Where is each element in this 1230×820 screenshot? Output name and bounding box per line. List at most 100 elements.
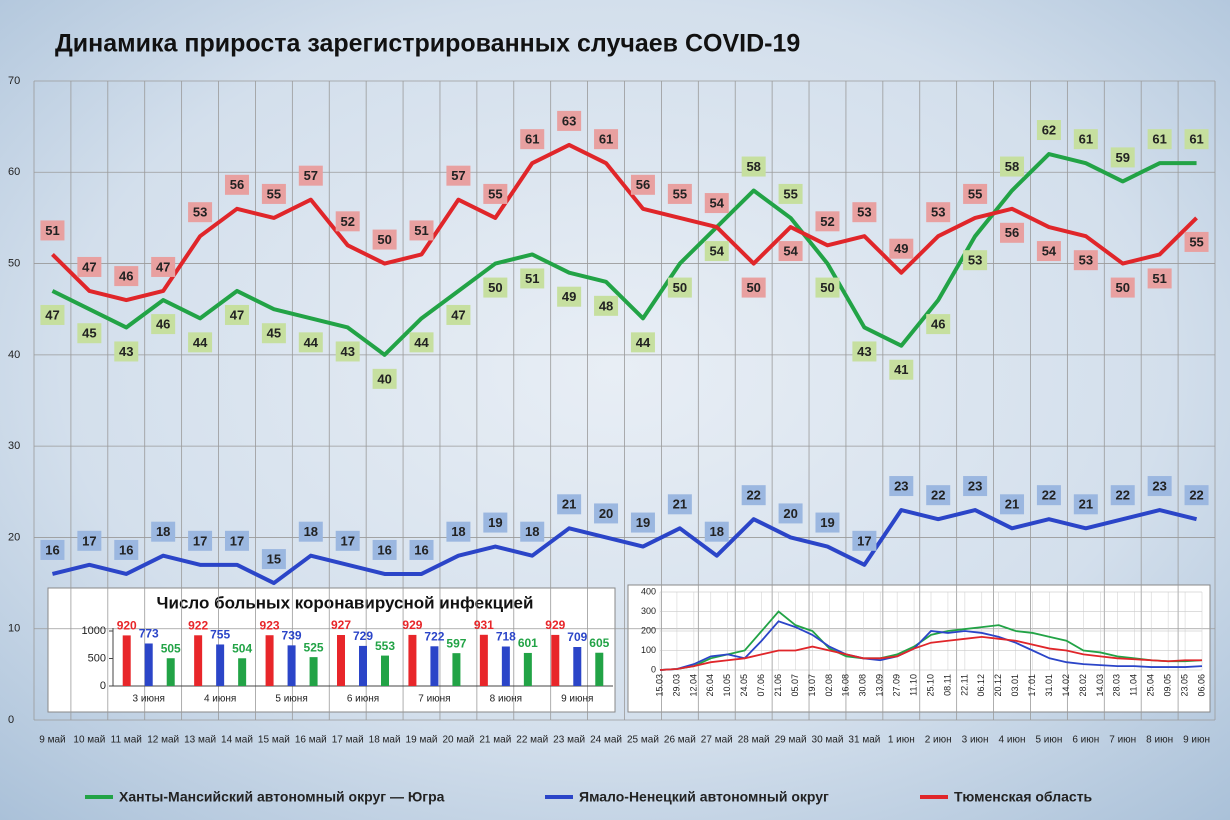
- data-label-box: [114, 341, 139, 362]
- data-label: 16: [377, 542, 391, 557]
- data-label-box: [298, 165, 323, 186]
- y-tick-label: 400: [641, 586, 656, 596]
- x-tick-label: 31.01: [1044, 674, 1054, 697]
- data-label: 45: [267, 326, 281, 341]
- data-label: 22: [1189, 488, 1203, 503]
- data-label: 739: [282, 629, 302, 643]
- data-label-box: [852, 341, 877, 362]
- data-label-box: [151, 314, 176, 335]
- data-label-box: [409, 220, 434, 241]
- data-label: 50: [746, 280, 760, 295]
- data-label-box: [1184, 485, 1209, 506]
- data-label: 47: [45, 307, 59, 322]
- data-label: 50: [673, 280, 687, 295]
- data-label: 46: [156, 317, 170, 332]
- data-label: 43: [119, 344, 133, 359]
- data-label: 46: [931, 317, 945, 332]
- data-label: 17: [230, 533, 244, 548]
- data-label-box: [778, 241, 803, 262]
- data-label-box: [594, 503, 619, 524]
- data-label-box: [1036, 241, 1061, 262]
- inset-title: Число больных коронавирусной инфекцией: [157, 593, 534, 612]
- data-label-box: [704, 241, 729, 262]
- bar: [479, 634, 488, 686]
- data-label: 23: [894, 478, 908, 493]
- data-label: 52: [820, 214, 834, 229]
- data-label-box: [557, 494, 582, 515]
- x-tick-label: 8 июня: [490, 694, 522, 705]
- data-label: 22: [746, 488, 760, 503]
- x-tick-label: 02.08: [824, 674, 834, 697]
- data-label-box: [446, 165, 471, 186]
- data-label: 18: [156, 524, 170, 539]
- x-tick-label: 06.06: [1196, 674, 1206, 697]
- x-tick-label: 11.10: [908, 674, 918, 696]
- x-tick-label: 14.03: [1095, 674, 1105, 697]
- bar: [122, 635, 131, 686]
- data-label: 53: [931, 205, 945, 220]
- x-tick-label: 6 июн: [1072, 735, 1099, 746]
- data-label: 40: [377, 371, 391, 386]
- data-label-box: [335, 341, 360, 362]
- data-label: 53: [857, 205, 871, 220]
- legend-label: Тюменская область: [954, 789, 1093, 805]
- x-tick-label: 20 май: [442, 735, 474, 746]
- data-label-box: [741, 485, 766, 506]
- y-tick-label: 30: [8, 440, 20, 452]
- data-label: 773: [139, 627, 159, 641]
- data-label-box: [40, 304, 65, 325]
- data-label-box: [261, 549, 286, 570]
- x-tick-label: 22.11: [959, 674, 969, 696]
- data-label: 722: [424, 629, 444, 643]
- data-label-box: [446, 521, 471, 542]
- bar: [430, 646, 439, 686]
- data-label: 51: [45, 223, 59, 238]
- data-label: 58: [746, 159, 760, 174]
- series-line: [51, 152, 1197, 357]
- x-tick-label: 24 май: [590, 735, 622, 746]
- data-label-box: [40, 539, 65, 560]
- data-label: 920: [117, 619, 137, 633]
- data-label-box: [224, 304, 249, 325]
- data-label: 55: [1189, 234, 1203, 249]
- data-label: 61: [525, 132, 539, 147]
- x-tick-label: 1 июн: [888, 735, 915, 746]
- bar: [523, 652, 532, 686]
- data-label: 17: [82, 533, 96, 548]
- data-label: 21: [673, 497, 687, 512]
- data-label-box: [667, 277, 692, 298]
- x-tick-label: 21.06: [773, 674, 783, 697]
- data-label-box: [926, 314, 951, 335]
- data-label: 23: [1152, 478, 1166, 493]
- data-label: 61: [1189, 132, 1203, 147]
- x-tick-label: 22 май: [516, 735, 548, 746]
- data-label-box: [520, 129, 545, 150]
- inset-panel: [627, 584, 1211, 713]
- data-label: 605: [589, 636, 609, 650]
- x-tick-label: 11 май: [111, 735, 142, 746]
- bar: [238, 658, 247, 686]
- data-label-box: [77, 530, 102, 551]
- x-tick-label: 5 июн: [1035, 735, 1062, 746]
- x-tick-label: 12 май: [147, 735, 179, 746]
- data-label: 504: [232, 641, 252, 655]
- data-label: 59: [1116, 150, 1130, 165]
- data-label-box: [630, 512, 655, 533]
- data-label: 56: [1005, 225, 1019, 240]
- data-label: 18: [525, 524, 539, 539]
- x-tick-label: 31 май: [848, 735, 880, 746]
- data-label: 44: [193, 335, 208, 350]
- x-tick-label: 9 июня: [561, 694, 593, 705]
- x-tick-label: 06.12: [976, 674, 986, 697]
- bar: [194, 635, 203, 686]
- data-label: 51: [1152, 271, 1166, 286]
- data-label: 47: [230, 307, 244, 322]
- y-tick-label: 0: [651, 664, 656, 674]
- data-label-box: [372, 368, 397, 389]
- data-label: 48: [599, 298, 613, 313]
- data-label: 54: [1042, 243, 1057, 258]
- data-label: 21: [1005, 497, 1019, 512]
- data-label: 923: [260, 618, 280, 632]
- data-label-box: [1110, 147, 1135, 168]
